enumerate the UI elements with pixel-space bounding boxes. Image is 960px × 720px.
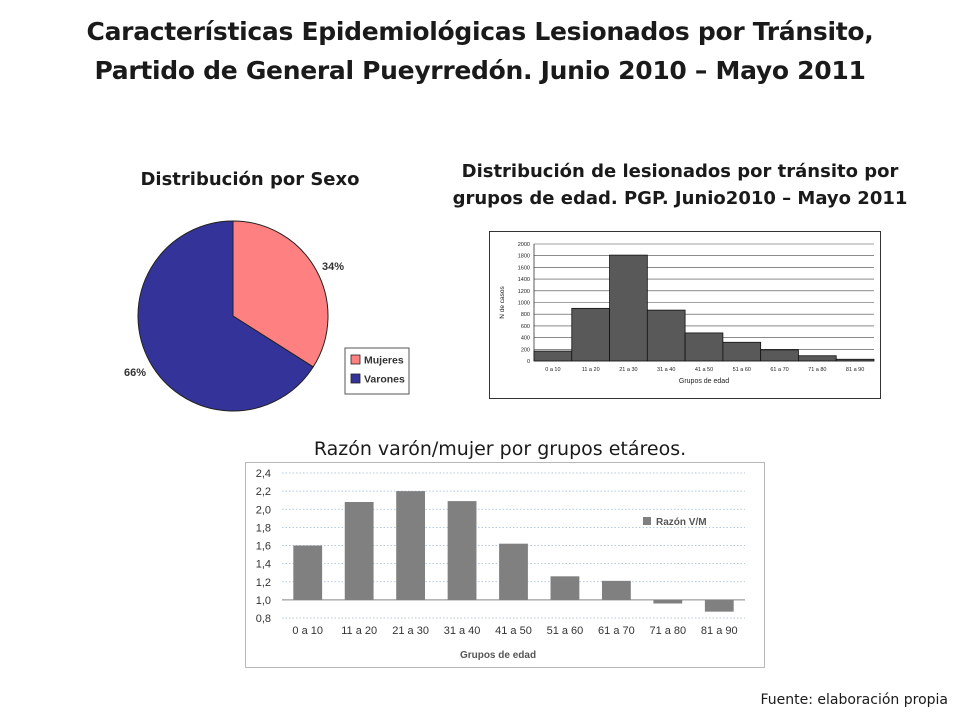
page-title-line2: Partido de General Pueyrredón. Junio 201… (94, 56, 866, 85)
pie-legend-label-mujeres: Mujeres (364, 355, 404, 367)
pie-label-mujeres: 34% (322, 261, 344, 273)
ratio-x-tick: 0 a 10 (292, 625, 323, 637)
histogram-y-tick: 1800 (518, 254, 530, 260)
histogram-y-tick: 200 (521, 347, 530, 353)
histogram-y-tick: 600 (521, 324, 530, 330)
histogram-y-label: N de casos (499, 285, 506, 318)
ratio-bar (447, 501, 477, 600)
histogram-y-tick: 1000 (518, 301, 530, 307)
ratio-x-tick: 41 a 50 (495, 625, 532, 637)
histogram-heading: Distribución de lesionados por tránsito … (420, 158, 940, 212)
ratio-bar (499, 543, 528, 600)
ratio-y-tick: 2,4 (256, 468, 271, 480)
histogram-bar (835, 358, 875, 362)
histogram-bar (646, 309, 686, 362)
ratio-x-tick: 81 a 90 (701, 625, 738, 637)
ratio-bar (396, 491, 426, 600)
ratio-y-tick: 0,8 (256, 613, 271, 625)
histogram-y-tick: 800 (521, 312, 530, 318)
pie-legend-swatch-varones (350, 373, 361, 384)
histogram-x-tick: 0 a 10 (545, 367, 560, 373)
ratio-x-tick: 31 a 40 (444, 625, 481, 637)
histogram-y-tick: 1200 (518, 289, 530, 295)
pie-label-varones: 66% (124, 367, 146, 379)
ratio-x-tick: 61 a 70 (598, 625, 635, 637)
histogram-x-tick: 81 a 90 (846, 367, 864, 373)
ratio-x-tick: 21 a 30 (392, 625, 429, 637)
histogram-x-tick: 31 a 40 (657, 367, 675, 373)
histogram-y-tick: 1600 (518, 265, 530, 271)
histogram-y-tick: 0 (527, 359, 530, 365)
histogram-x-tick: 41 a 50 (695, 367, 713, 373)
pie-chart-heading: Distribución por Sexo (140, 169, 360, 190)
ratio-legend-swatch (643, 517, 651, 525)
ratio-chart-heading: Razón varón/mujer por grupos etáreos. (313, 438, 687, 460)
ratio-y-tick: 1,4 (256, 559, 271, 571)
histogram-heading-line2: grupos de edad. PGP. Junio2010 – Mayo 20… (452, 188, 908, 209)
pie-legend-label-varones: Varones (364, 374, 405, 386)
histogram-x-tick: 61 a 70 (770, 367, 788, 373)
ratio-legend-label: Razón V/M (656, 517, 707, 528)
histogram-bar (798, 355, 837, 362)
histogram-x-tick: 71 a 80 (808, 367, 826, 373)
ratio-bar (601, 580, 631, 600)
ratio-y-tick: 1,2 (256, 577, 271, 589)
ratio-y-tick: 2,0 (256, 504, 271, 516)
ratio-bar (293, 545, 323, 600)
histogram-bar (571, 307, 610, 362)
histogram-y-tick: 1400 (518, 277, 530, 283)
ratio-y-tick: 1,6 (256, 541, 271, 553)
ratio-x-label: Grupos de edad (460, 650, 536, 661)
ratio-x-tick: 51 a 60 (547, 625, 584, 637)
ratio-y-tick: 1,0 (256, 595, 271, 607)
histogram-bar (760, 349, 799, 362)
histogram-x-tick: 11 a 20 (582, 367, 600, 373)
pie-slice-mujeres (232, 220, 329, 368)
histogram-bar (684, 332, 724, 362)
histogram-heading-line1: Distribución de lesionados por tránsito … (461, 161, 899, 182)
ratio-x-tick: 71 a 80 (649, 625, 686, 637)
histogram-bar (533, 350, 573, 362)
page-title-line1: Características Epidemiológicas Lesionad… (86, 17, 874, 46)
ratio-x-tick: 11 a 20 (341, 625, 377, 637)
histogram-x-tick: 21 a 30 (619, 367, 637, 373)
pie-slice-varones (137, 220, 314, 412)
ratio-bar (704, 599, 734, 612)
histogram-x-label: Grupos de edad (679, 378, 729, 385)
sex-pie-chart: 34% 66% Mujeres Varones (124, 220, 410, 412)
pie-legend-swatch-mujeres (350, 354, 361, 365)
pie-legend: Mujeres Varones (344, 347, 410, 395)
age-histogram-chart: 0 200 400 600 800 1000 1200 1400 1600 1800 2000 0 a… (489, 231, 881, 399)
page-title: Características Epidemiológicas Lesionad… (40, 12, 920, 90)
ratio-bar (653, 599, 683, 604)
histogram-bar (722, 341, 762, 362)
histogram-y-tick: 2000 (518, 242, 530, 248)
ratio-bar (344, 502, 374, 600)
histogram-x-tick: 51 a 60 (733, 367, 751, 373)
histogram-y-tick: 400 (521, 336, 530, 342)
histogram-bar (609, 254, 648, 362)
ratio-bar-chart: 0,8 1,0 1,2 1,4 1,6 1,8 2,0 2,2 2,4 0 a 10 11 a 20… (245, 462, 765, 668)
ratio-y-tick: 2,2 (256, 486, 271, 498)
source-note: Fuente: elaboración propia (760, 692, 948, 708)
ratio-bar (550, 576, 580, 600)
ratio-y-tick: 1,8 (256, 522, 271, 534)
